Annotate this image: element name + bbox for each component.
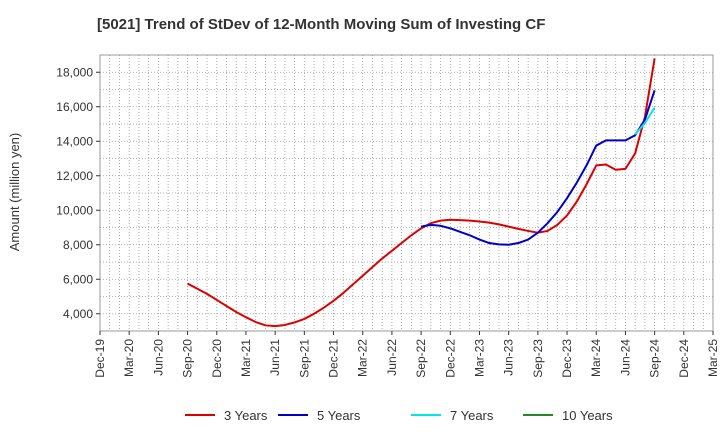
x-tick-label: Sep-23	[531, 339, 545, 378]
y-tick-label: 6,000	[63, 272, 93, 286]
series-lines	[187, 58, 656, 328]
chart-title: [5021] Trend of StDev of 12-Month Moving…	[97, 16, 545, 33]
x-tick-label: Dec-20	[210, 339, 224, 378]
x-tick-label: Sep-22	[414, 339, 428, 378]
x-tick-label: Sep-24	[648, 339, 662, 378]
x-tick-label: Mar-22	[356, 339, 370, 377]
y-tick-label: 16,000	[56, 100, 93, 114]
x-tick-label: Mar-25	[706, 339, 720, 377]
x-tick-label: Jun-24	[618, 339, 632, 376]
y-axis-ticks: 4,000 6,000 8,000 10,000 12,000 14,000 16,000 1…	[56, 65, 100, 321]
y-tick-label: 8,000	[63, 238, 93, 252]
x-tick-label: Mar-23	[472, 339, 486, 377]
y-axis-label: Amount (million yen)	[7, 133, 22, 252]
legend: 3 Years 5 Years 7 Years 10 Years	[185, 408, 613, 423]
x-tick-label: Jun-22	[385, 339, 399, 376]
legend-label: 10 Years	[562, 408, 613, 423]
y-tick-label: 14,000	[56, 134, 93, 148]
legend-label: 3 Years	[224, 408, 268, 423]
series-line-2	[420, 90, 656, 246]
x-tick-label: Sep-20	[181, 339, 195, 378]
x-tick-label: Mar-20	[122, 339, 136, 377]
x-tick-label: Dec-23	[560, 339, 574, 378]
gridlines	[99, 54, 714, 332]
legend-label: 7 Years	[450, 408, 494, 423]
x-tick-label: Jun-20	[151, 339, 165, 376]
x-tick-label: Dec-24	[677, 339, 691, 378]
y-tick-label: 12,000	[56, 169, 93, 183]
x-tick-label: Dec-22	[443, 339, 457, 378]
x-tick-label: Jun-21	[268, 339, 282, 376]
x-tick-label: Dec-19	[93, 339, 107, 378]
x-tick-label: Dec-21	[327, 339, 341, 378]
y-tick-label: 18,000	[56, 65, 93, 79]
x-axis-ticks: Dec-19 Mar-20 Jun-20 Sep-20 Dec-20 Mar-21 Jun-…	[93, 331, 720, 378]
x-tick-label: Mar-24	[589, 339, 603, 377]
legend-label: 5 Years	[317, 408, 361, 423]
series-line-1	[187, 58, 656, 328]
series-line-3	[634, 107, 656, 136]
x-tick-label: Jun-23	[502, 339, 516, 376]
y-tick-label: 10,000	[56, 203, 93, 217]
x-tick-label: Mar-21	[239, 339, 253, 377]
y-tick-label: 4,000	[63, 307, 93, 321]
x-tick-label: Sep-21	[297, 339, 311, 378]
